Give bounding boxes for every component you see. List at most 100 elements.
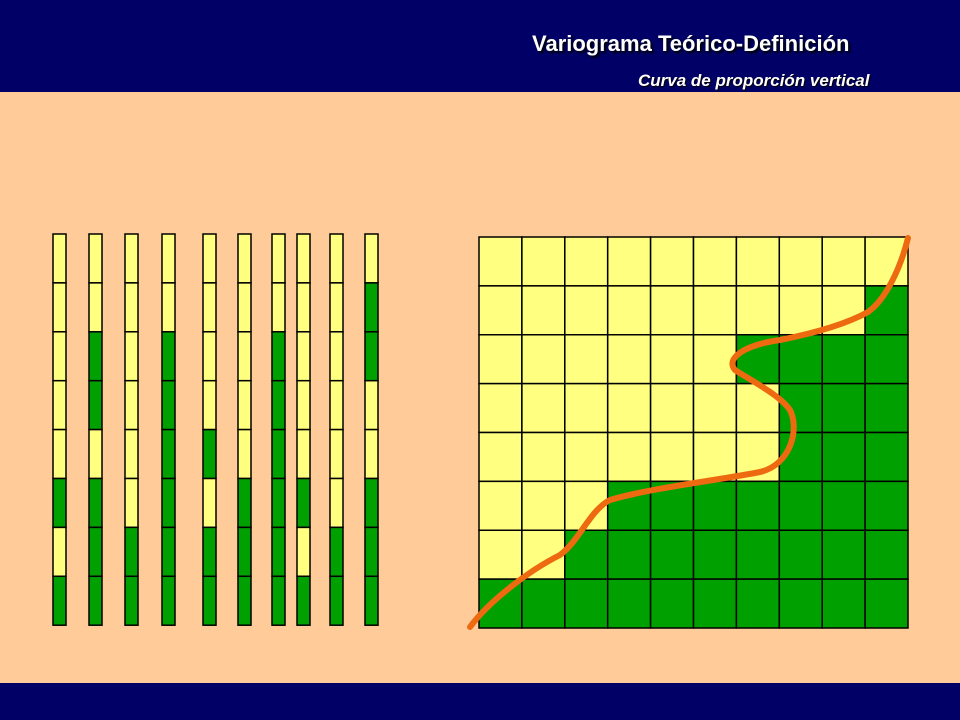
- well-cell: [124, 477, 139, 529]
- well-cell: [161, 233, 176, 284]
- well-cell: [296, 575, 311, 626]
- well-cell: [202, 575, 217, 626]
- well-cell: [124, 428, 139, 480]
- grid-cell: [864, 334, 909, 385]
- grid-cell: [521, 236, 566, 287]
- well-cell: [202, 379, 217, 431]
- grid-cell: [735, 578, 781, 629]
- well-cell: [237, 282, 252, 333]
- grid-cell: [821, 578, 866, 629]
- footer-bar: [0, 683, 960, 720]
- grid-cell: [864, 578, 909, 629]
- grid-cell: [778, 529, 823, 580]
- well-cell: [237, 331, 252, 382]
- well-cell: [161, 477, 176, 529]
- well-cell: [237, 575, 252, 626]
- well-cell: [296, 526, 311, 578]
- well-cell: [296, 379, 311, 431]
- grid-cell: [778, 334, 823, 385]
- well-cell: [52, 428, 67, 480]
- grid-cell: [606, 578, 652, 629]
- grid-cell: [478, 382, 523, 434]
- well-cell: [237, 379, 252, 431]
- well-cell: [271, 379, 286, 431]
- well-cell: [202, 331, 217, 382]
- grid-cell: [735, 285, 781, 336]
- well-cell: [237, 233, 252, 284]
- well-cell: [296, 282, 311, 333]
- well-cell: [161, 526, 176, 578]
- grid-cell: [521, 382, 566, 434]
- well-cell: [124, 526, 139, 578]
- grid-cell: [778, 236, 823, 287]
- well-cell: [296, 477, 311, 529]
- grid-cell: [864, 382, 909, 434]
- slide-subtitle: Curva de proporción vertical: [638, 71, 870, 90]
- grid-cell: [821, 529, 866, 580]
- grid-cell: [478, 431, 523, 483]
- well-cell: [296, 233, 311, 284]
- grid-cell: [864, 431, 909, 483]
- grid-cell: [692, 578, 738, 629]
- well-cell: [88, 575, 103, 626]
- well-cell: [364, 428, 379, 480]
- well-cell: [271, 282, 286, 333]
- grid-cell: [692, 431, 738, 483]
- well-cell: [124, 575, 139, 626]
- header-bar: [0, 0, 960, 92]
- well-cell: [88, 526, 103, 578]
- well-cell: [237, 428, 252, 480]
- well-cell: [161, 331, 176, 382]
- grid-cell: [821, 431, 866, 483]
- well-cell: [364, 379, 379, 431]
- well-cell: [329, 526, 344, 578]
- grid-cell: [649, 529, 695, 580]
- well-cell: [52, 331, 67, 382]
- grid-cell: [564, 382, 609, 434]
- well-cell: [329, 428, 344, 480]
- well-cell: [364, 233, 379, 284]
- well-cell: [88, 477, 103, 529]
- grid-cell: [521, 480, 566, 531]
- grid-cell: [521, 334, 566, 385]
- grid-cell: [692, 236, 738, 287]
- proportion-curve: [467, 235, 911, 630]
- well-cell: [88, 428, 103, 480]
- slide-title: Variograma Teórico-Definición: [532, 31, 850, 56]
- well-cell: [364, 526, 379, 578]
- well-cell: [202, 477, 217, 529]
- grid-cell: [564, 236, 609, 287]
- well-cell: [124, 379, 139, 431]
- well-cell: [364, 477, 379, 529]
- grid-cell: [564, 334, 609, 385]
- well-cell: [202, 282, 217, 333]
- grid-cell: [478, 480, 523, 531]
- grid-cell: [735, 236, 781, 287]
- well-cell: [329, 477, 344, 529]
- well-cell: [329, 331, 344, 382]
- well-cell: [52, 526, 67, 578]
- grid-cell: [606, 236, 652, 287]
- well-cell: [237, 477, 252, 529]
- grid-cell: [606, 285, 652, 336]
- grid-cell: [521, 285, 566, 336]
- well-cell: [271, 428, 286, 480]
- well-cell: [271, 477, 286, 529]
- grid-cell: [692, 529, 738, 580]
- grid-cell: [649, 285, 695, 336]
- grid-cell: [606, 334, 652, 385]
- well-cell: [202, 526, 217, 578]
- grid-cell: [564, 285, 609, 336]
- well-cell: [52, 575, 67, 626]
- well-cell: [88, 331, 103, 382]
- well-cell: [124, 282, 139, 333]
- well-cell: [237, 526, 252, 578]
- well-cell: [124, 233, 139, 284]
- well-cell: [52, 477, 67, 529]
- grid-cell: [521, 431, 566, 483]
- grid-cell: [778, 285, 823, 336]
- well-cell: [271, 526, 286, 578]
- grid-cell: [478, 529, 523, 580]
- well-cell: [202, 233, 217, 284]
